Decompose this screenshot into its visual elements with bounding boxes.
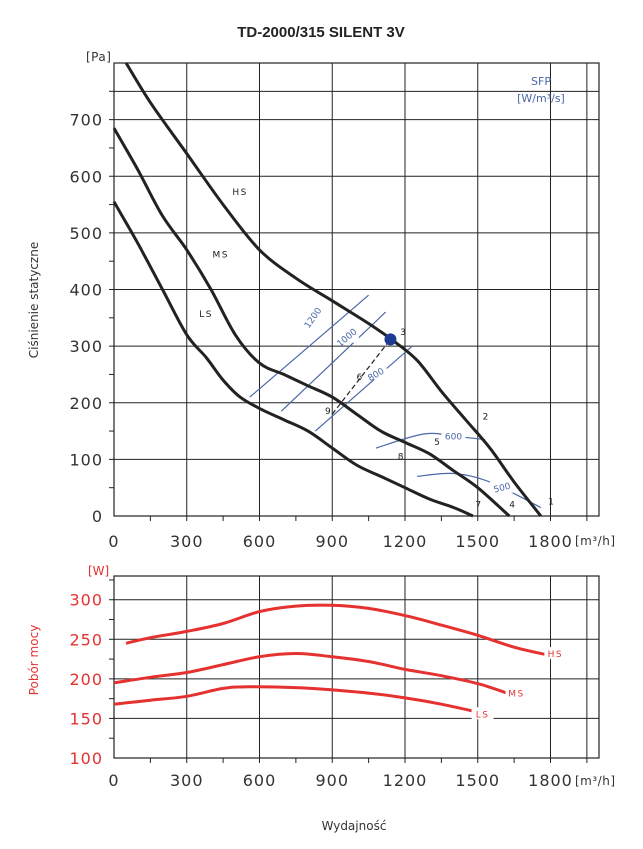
power-x-tick-label: 1500 (455, 771, 500, 790)
operating-point-label: 6 (357, 373, 363, 383)
pressure-x-tick-label: 1500 (455, 532, 500, 551)
power-labels: HS MS LS (471, 647, 567, 720)
pressure-curve-hs (124, 62, 542, 517)
operating-point-label: 9 (325, 407, 331, 417)
pressure-y-tick-label: 700 (69, 111, 103, 130)
sfp-unit: [W/m³/s] (517, 92, 565, 105)
sfp-label-bg (441, 430, 466, 442)
series-label-bg (209, 247, 232, 260)
power-curve-hs (125, 603, 549, 657)
power-y-tick-label: 200 (69, 670, 103, 689)
pressure-labels: HS MS LS 1 2 3 4 5 6 7 8 9 (195, 185, 554, 511)
sfp-label-bg (334, 331, 359, 343)
operating-point-label: 4 (509, 501, 515, 511)
operating-point-label: 5 (434, 438, 440, 448)
pressure-x-tick-label: 0 (108, 532, 119, 551)
pressure-y-tick-label: 0 (92, 507, 103, 526)
pressure-x-unit: [m³/h] (575, 534, 616, 548)
power-series-label-bg (471, 707, 494, 720)
power-x-tick-label: 900 (315, 771, 349, 790)
power-curve-ls (113, 685, 479, 714)
series-label-bg (195, 306, 218, 319)
pressure-y-unit: [Pa] (86, 50, 111, 64)
power-y-tick-label: 100 (69, 749, 103, 768)
pressure-y-tick-label: 200 (69, 394, 103, 413)
power-series (113, 603, 549, 714)
x-axis-title: Wydajność (322, 819, 387, 833)
operating-point-label: 8 (398, 452, 404, 462)
operating-point-label: 3 (400, 328, 406, 338)
sfp-line-label: 500 (493, 482, 512, 496)
power-x-unit: [m³/h] (575, 774, 616, 788)
operating-point-label: 2 (483, 413, 489, 423)
power-grid (109, 576, 599, 763)
sfp-line-label: 600 (445, 433, 462, 443)
power-series-label: MS (508, 690, 524, 700)
pressure-series (112, 62, 542, 518)
power-y-tick-label: 250 (69, 630, 103, 649)
pressure-y-tick-label: 400 (69, 281, 103, 300)
sfp-line (314, 345, 413, 432)
pressure-x-tick-label: 900 (315, 532, 349, 551)
power-y-tick-label: 300 (69, 591, 103, 610)
power-series-label: LS (476, 710, 490, 720)
operating-point-label: 1 (548, 498, 554, 508)
pressure-x-tick-label: 1200 (383, 532, 428, 551)
operating-point-label: 7 (475, 501, 481, 511)
power-x-tick-label: 1800 (528, 771, 573, 790)
sfp-line (417, 472, 542, 509)
sfp-title: SFP (531, 75, 551, 88)
pressure-curve-ms (112, 127, 511, 518)
power-series-label-bg (544, 647, 567, 660)
chart-title: TD-2000/315 SILENT 3V (237, 24, 405, 41)
power-series-label-bg (505, 686, 528, 699)
pressure-grid (109, 63, 599, 521)
power-x-tick-label: 600 (243, 771, 277, 790)
sfp-label-bg (300, 311, 325, 323)
pressure-y-tick-label: 300 (69, 337, 103, 356)
sfp-label-bg (490, 481, 514, 493)
power-x-tick-label: 0 (108, 771, 119, 790)
sfp-label-bg (363, 368, 388, 380)
operating-point (384, 333, 397, 346)
pressure-y-tick-label: 100 (69, 450, 103, 469)
power-y-axis-title: Pobór mocy (27, 625, 41, 696)
pressure-series-label: MS (212, 251, 228, 261)
pressure-x-tick-label: 300 (170, 532, 204, 551)
power-y-unit: [W] (88, 564, 109, 578)
power-x-tick-label: 1200 (383, 771, 428, 790)
pressure-x-tick-label: 600 (243, 532, 277, 551)
pressure-y-tick-label: 600 (69, 167, 103, 186)
sfp-line (280, 311, 387, 412)
pressure-x-tick-label: 1800 (528, 532, 573, 551)
power-tick-labels: 100 150 200 250 300 0 300 600 900 1200 1500 1800 [W]… (27, 564, 616, 790)
pressure-y-tick-label: 500 (69, 224, 103, 243)
power-chart: 100 150 200 250 300 0 300 600 900 1200 1500 1800 [W]… (27, 564, 616, 790)
power-series-label: HS (548, 650, 563, 660)
pressure-series-label: HS (232, 188, 247, 198)
power-curve-ms (113, 651, 508, 695)
power-x-tick-label: 300 (170, 771, 204, 790)
sfp-line (249, 294, 369, 398)
pressure-curve-ls (112, 200, 474, 518)
series-label-bg (229, 185, 252, 198)
pressure-y-axis-title: Ciśnienie statyczne (27, 242, 41, 358)
power-y-tick-label: 150 (69, 709, 103, 728)
pressure-series-label: LS (199, 310, 213, 320)
